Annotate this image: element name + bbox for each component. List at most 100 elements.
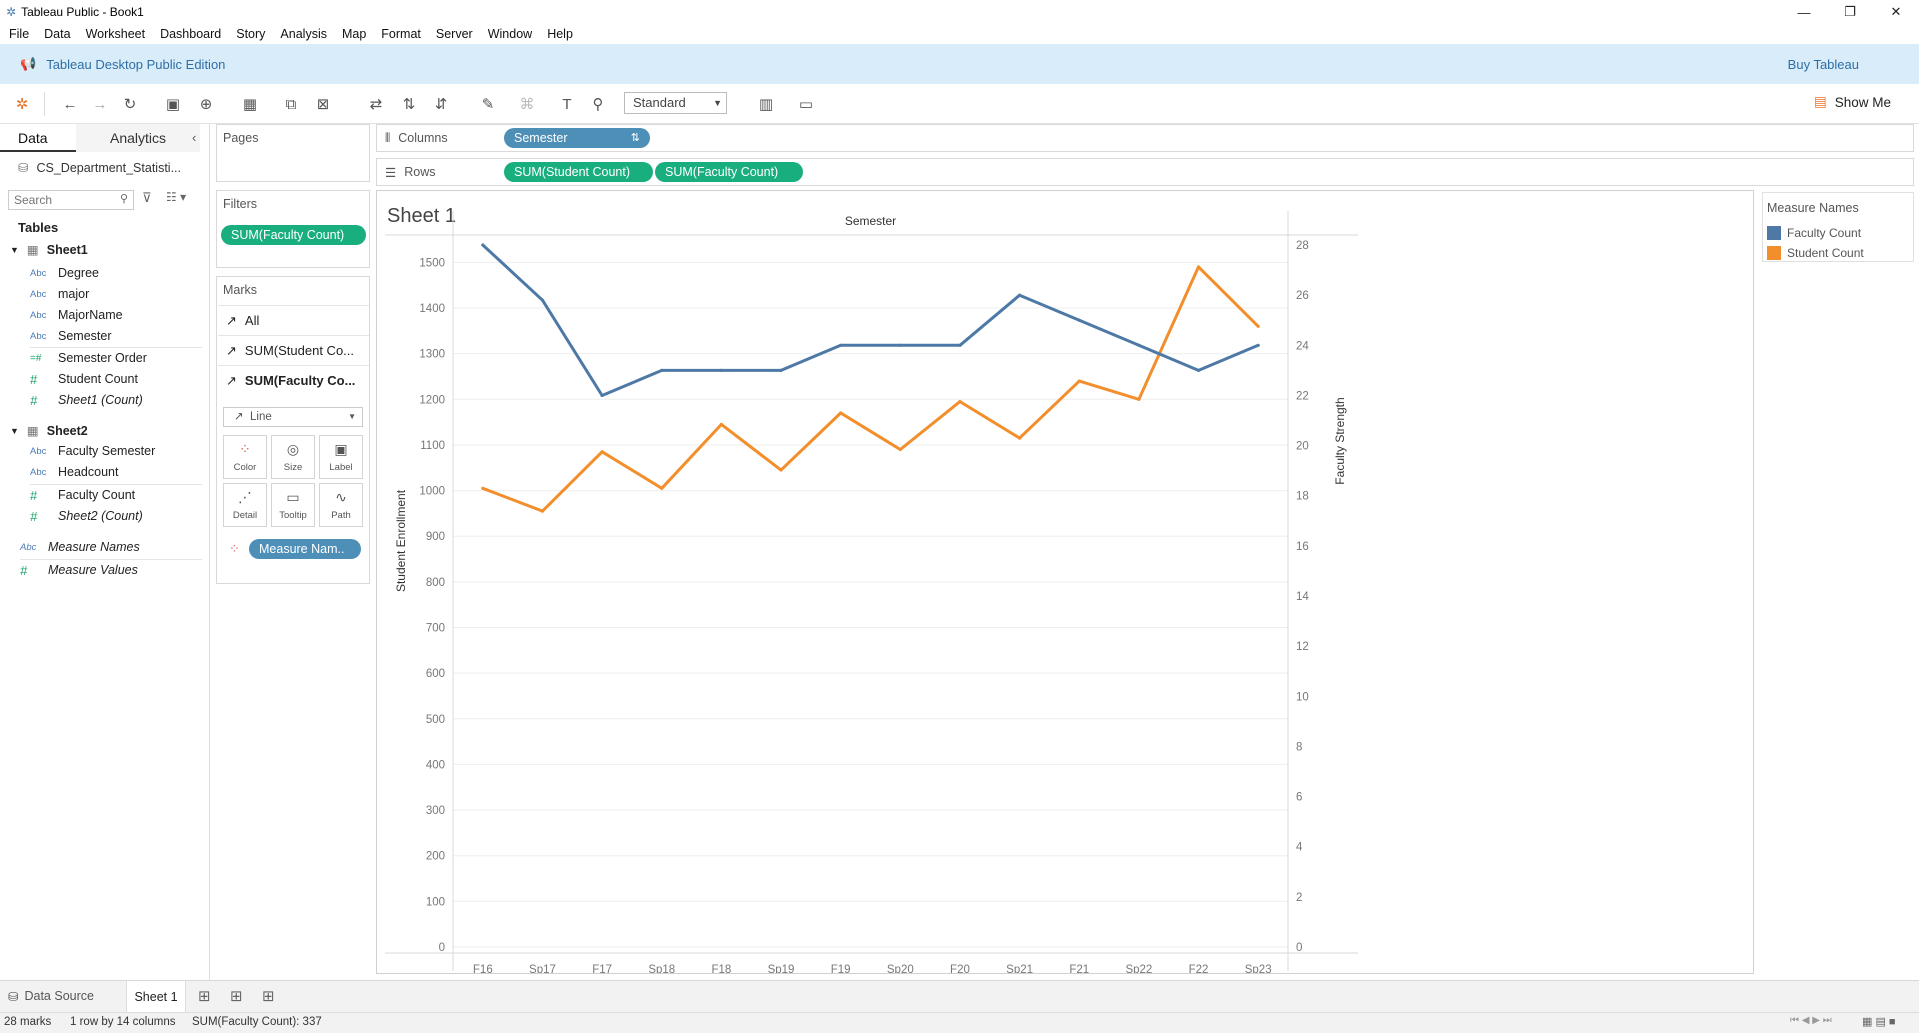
color-legend[interactable]: Measure Names Faculty Count Student Coun…: [1762, 192, 1914, 262]
new-datasource-icon[interactable]: ⊕: [199, 96, 213, 113]
save-icon[interactable]: ▣: [165, 96, 181, 113]
new-dashboard-icon[interactable]: ⊞: [230, 988, 243, 1005]
tab-analytics[interactable]: Analytics: [76, 124, 200, 152]
menu-dashboard[interactable]: Dashboard: [160, 27, 222, 41]
filters-card[interactable]: Filters SUM(Faculty Count): [216, 190, 370, 268]
legend-item-faculty-count[interactable]: Faculty Count: [1767, 226, 1861, 240]
minimize-button[interactable]: —: [1797, 4, 1811, 20]
sort-descending-icon[interactable]: ⇵: [434, 96, 448, 113]
sheet-nav-icons[interactable]: ⏮ ◀ ▶ ⏭: [1790, 1015, 1832, 1026]
new-story-icon[interactable]: ⊞: [262, 988, 275, 1005]
view-options-icon[interactable]: ☷ ▾: [166, 190, 187, 204]
menu-map[interactable]: Map: [341, 27, 367, 41]
line-mark-icon: ↗: [226, 342, 237, 358]
marks-all[interactable]: ↗ All: [218, 305, 369, 335]
swap-rows-columns-icon[interactable]: ⇄: [369, 96, 383, 113]
field-faculty-semester[interactable]: Abc Faculty Semester: [30, 442, 155, 460]
size-button[interactable]: ◎ Size: [271, 435, 315, 479]
color-measure-names-pill[interactable]: Measure Nam..: [249, 539, 361, 559]
marks-faculty-count[interactable]: ↗ SUM(Faculty Co...: [218, 365, 369, 395]
columns-shelf[interactable]: ⫴ Columns Semester ⇅: [376, 124, 1914, 152]
data-source-tab[interactable]: ⛁ Data Source: [8, 989, 94, 1004]
menu-analysis[interactable]: Analysis: [280, 27, 327, 41]
semester-pill[interactable]: Semester ⇅: [504, 128, 650, 148]
field-measure-names[interactable]: Abc Measure Names: [20, 538, 140, 556]
tooltip-button[interactable]: ▭ Tooltip: [271, 483, 315, 527]
size-label: Size: [283, 462, 303, 473]
path-button[interactable]: ∿ Path: [319, 483, 363, 527]
presentation-mode-icon[interactable]: ▭: [798, 96, 814, 113]
search-input[interactable]: [14, 191, 114, 209]
number-type-icon: #: [30, 371, 38, 387]
redo-icon[interactable]: →: [92, 95, 108, 113]
menu-file[interactable]: File: [9, 27, 30, 41]
sort-ascending-icon[interactable]: ⇅: [402, 96, 416, 113]
menu-server[interactable]: Server: [435, 27, 473, 41]
group-members-icon[interactable]: ⌘: [519, 96, 535, 113]
label-button[interactable]: ▣ Label: [319, 435, 363, 479]
y-tick-label: 1000: [419, 486, 445, 498]
replay-icon[interactable]: ↻: [123, 96, 137, 113]
y-tick-label: 300: [426, 805, 445, 817]
duplicate-sheet-icon[interactable]: ⧉: [285, 95, 297, 113]
highlight-icon[interactable]: ✎: [481, 96, 495, 113]
show-cards-icon[interactable]: ▥: [758, 96, 774, 113]
field-semester[interactable]: Abc Semester: [30, 327, 112, 345]
field-student-count[interactable]: # Student Count: [30, 370, 138, 388]
menu-data[interactable]: Data: [44, 27, 71, 41]
collapse-icon: ▼: [10, 425, 19, 436]
buy-tableau-link[interactable]: Buy Tableau: [1787, 56, 1859, 72]
menu-help[interactable]: Help: [547, 27, 573, 41]
datasource-row[interactable]: ⛁ CS_Department_Statisti...: [18, 160, 181, 176]
table-sheet2[interactable]: ▼ ▦ Sheet2: [10, 423, 88, 439]
field-faculty-count[interactable]: # Faculty Count: [30, 486, 135, 504]
legend-label: Faculty Count: [1787, 226, 1862, 240]
field-sheet1-count[interactable]: # Sheet1 (Count): [30, 391, 143, 409]
search-field[interactable]: ⚲: [8, 190, 134, 210]
menu-worksheet[interactable]: Worksheet: [85, 27, 146, 41]
marks-student-count[interactable]: ↗ SUM(Student Co...: [218, 335, 369, 365]
data-point: [1256, 343, 1260, 347]
faculty-count-pill[interactable]: SUM(Faculty Count): [655, 162, 803, 182]
clear-sheet-icon[interactable]: ⊠: [316, 96, 330, 113]
close-button[interactable]: ✕: [1890, 4, 1902, 19]
new-worksheet-icon[interactable]: ⊞: [198, 988, 211, 1005]
tab-sheet-1[interactable]: Sheet 1: [126, 981, 186, 1012]
y-tick-label: 100: [426, 896, 445, 908]
tab-data[interactable]: Data: [18, 130, 48, 146]
marks-row-label: SUM(Student Co...: [244, 343, 355, 358]
color-button[interactable]: ⁘ Color: [223, 435, 267, 479]
tableau-home-icon[interactable]: ✲: [15, 96, 29, 113]
field-majorname[interactable]: Abc MajorName: [30, 306, 123, 324]
label-icon: ▣: [334, 441, 348, 457]
new-worksheet-icon[interactable]: ▦: [242, 96, 258, 113]
data-point: [779, 368, 783, 372]
field-sheet2-count[interactable]: # Sheet2 (Count): [30, 507, 143, 525]
detail-button[interactable]: ⋰ Detail: [223, 483, 267, 527]
legend-item-student-count[interactable]: Student Count: [1767, 246, 1864, 260]
mark-type-select[interactable]: ↗ Line ▼: [223, 407, 363, 427]
filter-pill[interactable]: SUM(Faculty Count): [221, 225, 366, 245]
tooltip-icon: ▭: [286, 489, 300, 505]
pages-card[interactable]: Pages: [216, 124, 370, 182]
field-measure-values[interactable]: # Measure Values: [20, 561, 138, 579]
field-major[interactable]: Abc major: [30, 285, 89, 303]
field-headcount[interactable]: Abc Headcount: [30, 463, 118, 481]
collapse-pane-icon[interactable]: ‹: [192, 130, 197, 145]
undo-icon[interactable]: ←: [62, 95, 78, 113]
pin-axes-icon[interactable]: ⚲: [592, 96, 604, 113]
menu-format[interactable]: Format: [381, 27, 421, 41]
rows-shelf[interactable]: ☰ Rows SUM(Student Count) SUM(Faculty Cou…: [376, 158, 1914, 186]
student-count-pill[interactable]: SUM(Student Count): [504, 162, 653, 182]
show-mark-labels-icon[interactable]: T: [562, 95, 572, 113]
menu-story[interactable]: Story: [236, 27, 266, 41]
field-semester-order[interactable]: =# Semester Order: [30, 349, 147, 367]
field-degree[interactable]: Abc Degree: [30, 264, 99, 282]
view-mode-icons[interactable]: ▦ ▤ ■: [1862, 1016, 1896, 1028]
fit-select[interactable]: Standard ▼: [624, 92, 727, 114]
show-me-button[interactable]: ▤ Show Me: [1814, 94, 1891, 110]
filter-icon[interactable]: ⊽: [142, 190, 152, 205]
menu-window[interactable]: Window: [487, 27, 533, 41]
maximize-button[interactable]: ❐: [1844, 4, 1856, 19]
table-sheet1[interactable]: ▼ ▦ Sheet1: [10, 242, 88, 258]
